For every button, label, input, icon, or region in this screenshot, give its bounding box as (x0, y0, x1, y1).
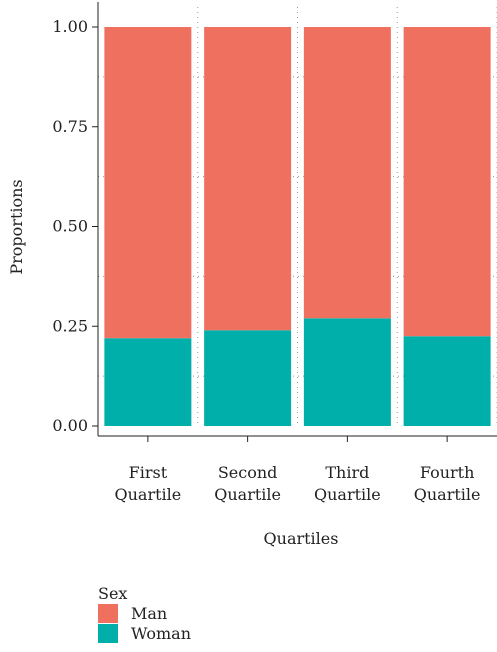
y-tick-label: 0.25 (52, 316, 88, 335)
legend-swatch-man (98, 604, 118, 623)
y-tick-label: 0.50 (52, 217, 88, 236)
legend-swatch-woman (98, 624, 118, 643)
y-axis-label: Proportions (7, 179, 26, 274)
bar-woman-1 (104, 338, 192, 426)
x-tick-label: Quartile (314, 485, 381, 504)
legend-label-man: Man (131, 604, 167, 623)
x-tick-label: Fourth (420, 463, 475, 482)
labels-layer: Proportions Quartiles (7, 179, 338, 548)
x-tick-label: Quartile (214, 485, 281, 504)
bars-layer (104, 27, 491, 426)
x-axis-label: Quartiles (264, 529, 339, 548)
bar-woman-4 (403, 336, 491, 426)
bar-woman-3 (303, 318, 391, 426)
x-tick-label: Quartile (115, 485, 182, 504)
x-tick-label: Quartile (414, 485, 481, 504)
x-tick-label: Second (218, 463, 278, 482)
bar-man-2 (204, 27, 292, 331)
x-tick-label: First (129, 463, 168, 482)
bar-man-1 (104, 27, 192, 339)
legend-title: Sex (98, 584, 127, 603)
legend-label-woman: Woman (131, 624, 191, 643)
bar-woman-2 (204, 330, 292, 426)
bar-man-3 (303, 27, 391, 319)
bar-man-4 (403, 27, 491, 337)
y-tick-label: 0.00 (52, 416, 88, 435)
y-tick-label: 1.00 (52, 17, 88, 36)
y-tick-label: 0.75 (52, 117, 88, 136)
x-tick-label: Third (325, 463, 369, 482)
axes-layer: 0.00 0.25 0.50 0.75 1.00 First Quartile Second Q… (52, 2, 497, 504)
